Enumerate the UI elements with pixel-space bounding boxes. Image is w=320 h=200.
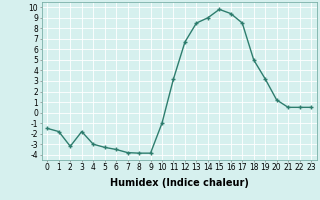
X-axis label: Humidex (Indice chaleur): Humidex (Indice chaleur) <box>110 178 249 188</box>
